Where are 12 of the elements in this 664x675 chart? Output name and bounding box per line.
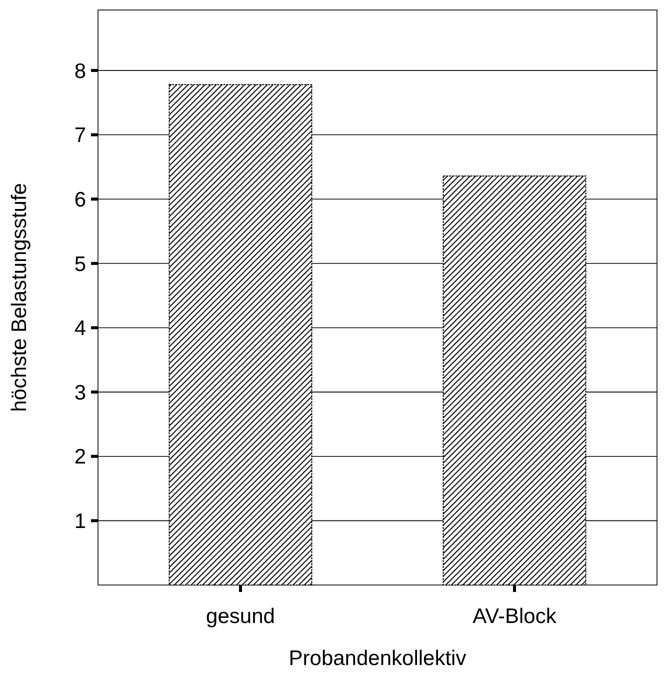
x-tick-label: gesund [206, 605, 275, 628]
y-tick-label: 1 [74, 510, 86, 534]
y-tick-label: 5 [74, 252, 86, 276]
y-tick-label: 8 [74, 60, 86, 83]
y-tick-label: 3 [74, 381, 86, 404]
y-tick-label: 7 [74, 124, 86, 148]
x-tick-label: AV-Block [472, 605, 557, 628]
y-tick-label: 4 [74, 317, 86, 340]
y-axis-title: höchste Belastungsstufe [8, 183, 31, 412]
y-tick-label: 6 [74, 188, 86, 212]
y-tick-label: 2 [74, 446, 86, 469]
x-axis-title: Probandenkollektiv [288, 647, 467, 670]
